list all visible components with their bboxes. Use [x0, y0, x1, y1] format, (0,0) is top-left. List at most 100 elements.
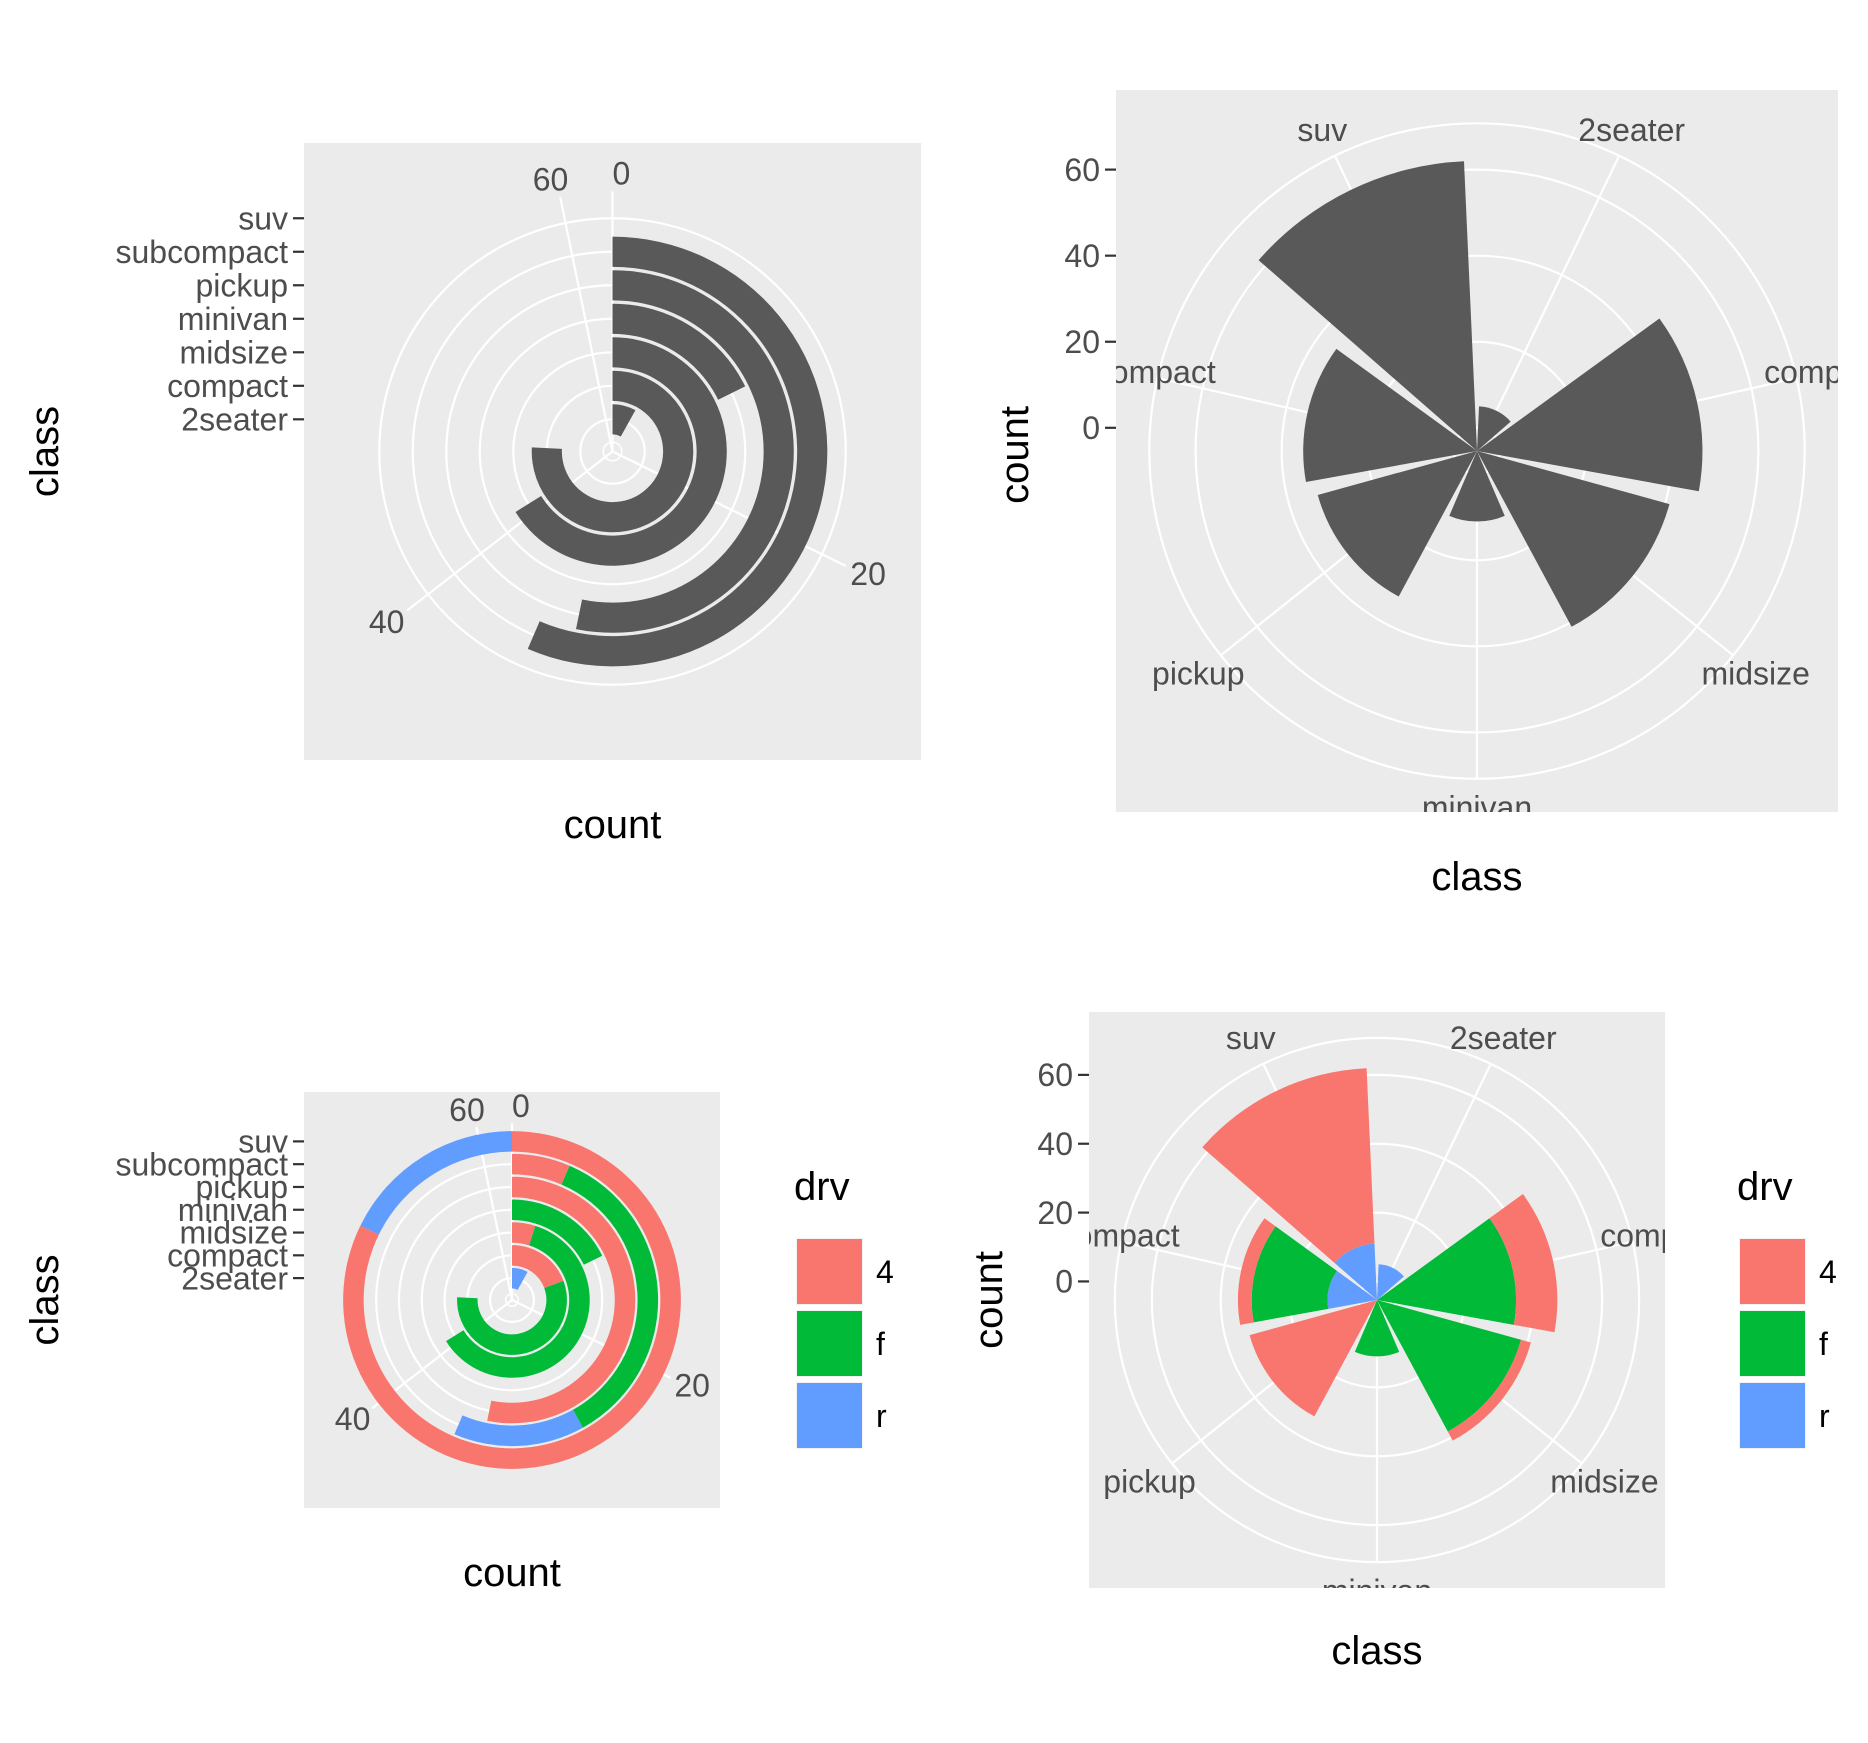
y-tick-label: 0: [1055, 1264, 1073, 1300]
y-tick-label: 40: [1037, 1126, 1073, 1162]
bars: [343, 1131, 681, 1469]
gridline-spoke: [612, 450, 847, 567]
bar-midsize: [1477, 451, 1670, 627]
theta-tick-label: pickup: [1152, 655, 1245, 691]
legend-key-f: [1740, 1311, 1805, 1376]
y-axis-title: count: [993, 406, 1037, 504]
bar-subcompact-4: [512, 1153, 570, 1185]
y-tick-label: subcompact: [115, 1146, 288, 1182]
theta-tick-label: suv: [1297, 112, 1347, 148]
legend-key-f: [797, 1311, 862, 1376]
legend-title: drv: [1737, 1165, 1793, 1209]
bars: [1202, 1068, 1558, 1441]
bar-subcompact: [1303, 348, 1477, 483]
theta-tick-label: compact: [1764, 354, 1868, 390]
legend-key-4: [797, 1239, 862, 1304]
bar-pickup-4: [487, 1176, 636, 1424]
bar-pickup: [1317, 451, 1477, 597]
theta-tick-label: 0: [613, 156, 631, 192]
x-axis-title: count: [564, 803, 662, 847]
y-axis: 2seatercompactmidsizeminivanpickupsubcom…: [115, 200, 304, 438]
chart-p2: 2seater compact midsize minivan pickup subcom…: [993, 90, 1868, 899]
legend-label: 4: [1819, 1254, 1837, 1290]
x-axis-title: count: [463, 1551, 561, 1595]
theta-tick-label: compact: [1600, 1217, 1721, 1253]
bar-suv-4: [1202, 1068, 1375, 1263]
y-tick-label: suv: [238, 200, 288, 236]
legend: drv 4 fr: [794, 1165, 894, 1449]
bar-pickup-4: [1249, 1300, 1377, 1417]
gridline-spoke: [406, 450, 614, 612]
bar-2seater: [612, 404, 636, 437]
bars: [1258, 161, 1703, 627]
bar-suv-r: [360, 1131, 512, 1235]
y-tick-label: 60: [1064, 152, 1100, 188]
bar-suv-r: [1334, 1243, 1377, 1300]
theta-tick-label: minivan: [1422, 790, 1532, 826]
y-tick-label: 2seater: [181, 402, 288, 438]
bar-midsize-4: [512, 1222, 536, 1246]
y-tick-label: 20: [1064, 324, 1100, 360]
bar-minivan: [1449, 451, 1505, 522]
gridline-spoke: [371, 1299, 513, 1410]
legend-title: drv: [794, 1165, 850, 1209]
x-axis-title: class: [1331, 1629, 1422, 1673]
theta-tick-label: pickup: [1103, 1464, 1196, 1500]
bar-2seater: [1477, 406, 1511, 451]
y-tick-label: midsize: [180, 1215, 288, 1251]
y-axis: 0 20 40 60: [1064, 152, 1116, 446]
y-tick-label: compact: [167, 1238, 288, 1274]
y-tick-label: suv: [238, 1124, 288, 1160]
bar-pickup: [576, 270, 794, 633]
gridline-spoke: [511, 1299, 672, 1379]
y-tick-label: 20: [1037, 1195, 1073, 1231]
bar-compact-f: [1377, 1218, 1517, 1325]
y-tick-label: 40: [1064, 238, 1100, 274]
bar-midsize-f: [1377, 1300, 1521, 1432]
theta-tick-label: midsize: [1550, 1464, 1658, 1500]
theta-tick-label: 20: [674, 1368, 710, 1404]
bar-minivan-f: [512, 1199, 603, 1265]
y-axis-title: class: [23, 1254, 67, 1345]
bar-midsize-4: [1447, 1339, 1531, 1441]
y-axis-title: count: [967, 1251, 1011, 1349]
gridline-spoke: [475, 1126, 514, 1301]
y-axis-title: class: [23, 406, 67, 497]
x-axis-title: class: [1431, 855, 1522, 899]
theta-tick-label: subcompact: [1007, 1217, 1180, 1253]
theta-tick-label: 40: [335, 1401, 371, 1437]
bar-minivan-f: [1354, 1300, 1400, 1357]
gridline-spoke: [1376, 1063, 1492, 1301]
legend-label: r: [876, 1398, 887, 1434]
chart-p1: 0 20 40 60 2seatercompactmidsizeminivanpicku…: [23, 143, 921, 847]
theta-tick-label: 60: [533, 161, 569, 197]
bar-subcompact-r: [1327, 1270, 1377, 1309]
theta-tick-labels: 2seater compact midsize minivan pickup subcom…: [1007, 1020, 1721, 1588]
y-tick-label: pickup: [196, 1169, 289, 1205]
legend-label: f: [1819, 1326, 1828, 1362]
y-tick-label: minivan: [178, 301, 288, 337]
theta-tick-label: 2seater: [1578, 112, 1685, 148]
legend: drv 4 fr: [1737, 1165, 1837, 1449]
bar-2seater-r: [512, 1267, 528, 1290]
bar-compact: [1477, 318, 1703, 492]
y-tick-label: subcompact: [115, 234, 288, 270]
theta-tick-label: 0: [512, 1088, 530, 1124]
bar-compact-4: [512, 1245, 564, 1289]
theta-tick-label: 20: [850, 556, 886, 592]
bar-compact-f: [457, 1280, 567, 1355]
theta-tick-label: suv: [1226, 1020, 1276, 1056]
legend-label: 4: [876, 1254, 894, 1290]
bar-midsize-f: [446, 1225, 590, 1378]
y-tick-label: 0: [1082, 410, 1100, 446]
theta-tick-label: subcompact: [1043, 354, 1216, 390]
bar-suv: [1258, 161, 1477, 452]
bar-2seater-r: [1377, 1264, 1404, 1300]
theta-tick-label: 60: [449, 1092, 485, 1128]
y-tick-label: 60: [1037, 1057, 1073, 1093]
bar-subcompact-f: [1251, 1226, 1337, 1323]
theta-tick-label: midsize: [1701, 655, 1809, 691]
y-axis: 2seatercompactmidsizeminivanpickupsubcom…: [115, 1124, 304, 1296]
legend-key-r: [797, 1383, 862, 1448]
